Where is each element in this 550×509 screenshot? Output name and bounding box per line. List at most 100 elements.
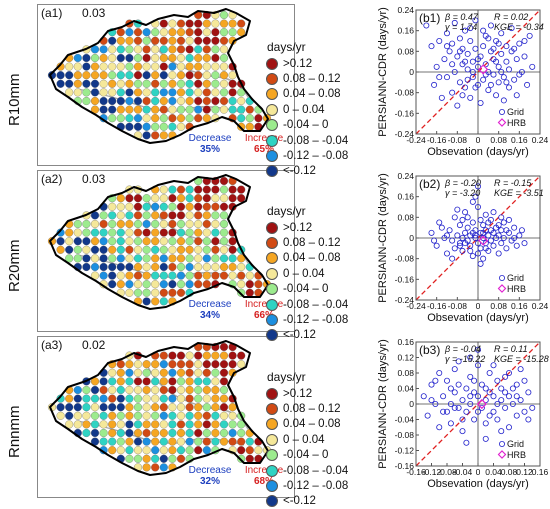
grid-point <box>505 370 512 377</box>
grid-trend-dot <box>116 228 125 237</box>
stat-right: R = 0.11 <box>494 344 528 354</box>
grid-point <box>482 385 489 392</box>
grid-point <box>513 242 520 249</box>
map-panel-a3: (a3) 0.02 Decrease 32% Increase 68% <box>37 336 295 498</box>
grid-trend-dot <box>73 237 82 246</box>
grid-trend-dot <box>228 271 237 280</box>
grid-trend-dot <box>202 96 211 106</box>
legend-item: 0.08 – 0.12 <box>266 401 372 416</box>
grid-trend-dot <box>168 105 177 114</box>
panel-label: (b1) <box>419 11 440 25</box>
grid-trend-dot <box>176 71 186 80</box>
grid-trend-dot <box>194 19 203 28</box>
grid-trend-dot <box>151 114 160 123</box>
grid-trend-dot <box>108 88 117 97</box>
grid-trend-dot <box>142 114 151 123</box>
grid-point <box>518 227 525 234</box>
x-tick-label: -0.16 <box>406 467 426 477</box>
grid-trend-dot <box>202 62 211 71</box>
grid-trend-dot <box>82 245 91 254</box>
grid-point <box>505 216 512 223</box>
grid-trend-dot <box>202 254 211 263</box>
grid-trend-dot <box>99 62 108 71</box>
grid-trend-dot <box>219 45 229 54</box>
grid-point <box>513 381 520 388</box>
grid-point <box>459 235 466 242</box>
grid-trend-dot <box>133 79 143 88</box>
grid-trend-dot <box>108 385 117 395</box>
grid-trend-dot <box>125 219 134 229</box>
grid-trend-dot <box>133 194 143 203</box>
grid-trend-dot <box>99 96 108 106</box>
grid-point <box>529 404 536 411</box>
grid-trend-dot <box>185 420 194 429</box>
basin-outline <box>49 340 269 476</box>
legend-swatch <box>266 283 278 296</box>
grid-trend-dot <box>185 428 194 438</box>
grid-point <box>454 53 461 60</box>
grid-trend-dot <box>65 411 74 420</box>
grid-point <box>517 366 524 373</box>
legend-label: -0.04 – 0 <box>283 283 329 296</box>
grid-trend-dot <box>116 280 125 289</box>
grid-trend-dot <box>125 237 134 246</box>
grid-trend-dot <box>82 403 91 412</box>
basin-outline <box>49 174 269 310</box>
grid-point <box>482 211 489 218</box>
grid-trend-dot <box>202 19 211 28</box>
legend-item: <-0.12 <box>266 328 372 343</box>
grid-trend-dot <box>133 420 143 429</box>
grid-trend-dot <box>176 53 186 63</box>
grid-trend-dot <box>159 411 168 420</box>
grid-trend-dot <box>176 36 186 45</box>
grid-point <box>482 435 489 442</box>
grid-trend-dot <box>116 28 125 37</box>
grid-trend-dot <box>168 211 177 220</box>
grid-point <box>495 79 502 86</box>
grid-trend-dot <box>159 62 168 71</box>
grid-trend-dot <box>159 202 168 211</box>
grid-trend-dot <box>151 36 160 45</box>
grid-trend-dot <box>151 437 160 446</box>
grid-point <box>500 235 507 242</box>
grid-trend-dot <box>142 297 151 306</box>
grid-point <box>428 397 435 404</box>
grid-trend-dot <box>176 185 186 194</box>
grid-point <box>449 89 456 96</box>
grid-trend-dot <box>185 271 194 280</box>
legend-swatch <box>266 237 278 250</box>
grid-trend-dot <box>168 262 177 272</box>
grid-point <box>475 408 482 415</box>
map-panel-a2: (a2) 0.03 Decrease 34% Increase 66% <box>37 170 295 332</box>
grid-trend-dot <box>219 420 229 429</box>
grid-trend-dot <box>82 420 91 429</box>
grid-point <box>502 373 509 380</box>
grid-trend-dot <box>108 36 117 45</box>
grid-trend-dot <box>125 245 134 254</box>
grid-trend-dot <box>228 428 237 438</box>
grid-point <box>485 232 492 239</box>
grid-trend-dot <box>125 385 134 395</box>
grid-trend-dot <box>219 62 229 71</box>
grid-trend-dot <box>211 377 220 386</box>
grid-trend-dot <box>108 202 117 211</box>
y-tick-label: 0.08 <box>397 212 414 222</box>
grid-point <box>472 193 479 200</box>
grid-trend-dot <box>142 271 151 280</box>
grid-trend-dot <box>168 280 177 289</box>
legend-item: >0.12 <box>266 56 372 71</box>
legend-item: >0.12 <box>266 386 372 401</box>
grid-trend-dot <box>168 71 177 80</box>
grid-trend-dot <box>185 185 194 194</box>
grid-trend-dot <box>211 385 220 395</box>
grid-trend-dot <box>176 219 186 229</box>
grid-trend-dot <box>176 360 186 369</box>
grid-trend-dot <box>90 394 100 403</box>
grid-trend-dot <box>151 411 160 420</box>
x-tick-label: 0.24 <box>532 301 549 311</box>
grid-trend-dot <box>73 79 82 88</box>
legend-swatch <box>266 403 278 416</box>
legend-item: <-0.12 <box>266 164 372 179</box>
grid-trend-dot <box>133 219 143 229</box>
grid-trend-dot <box>73 411 82 420</box>
